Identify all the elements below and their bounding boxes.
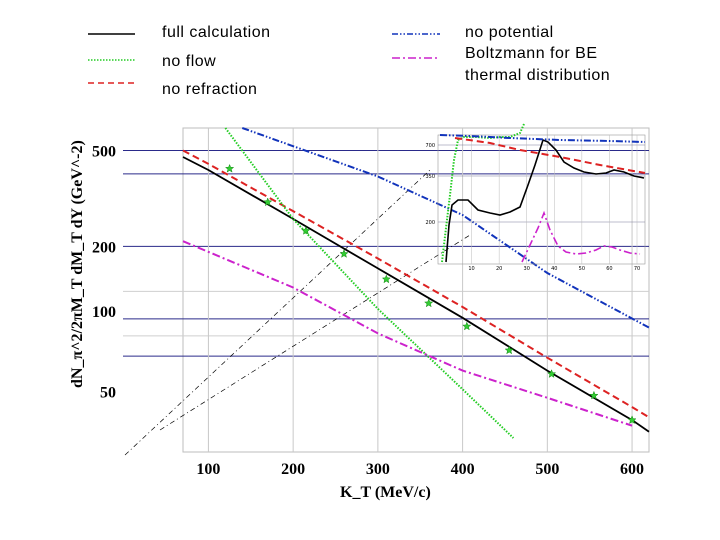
horizontal-gridlines: [123, 150, 649, 357]
inset-y-tick-label: 700: [425, 143, 435, 149]
inset-plot: 10 20 30 40 50 60 70 700 350 200: [425, 123, 646, 272]
x-tick-label: 500: [535, 461, 559, 478]
inset-y-tick-label: 350: [425, 174, 435, 180]
series-line-2: [224, 127, 515, 439]
vertical-gridlines: [207, 128, 633, 452]
x-tick-label: 400: [451, 461, 475, 478]
legend: full calculation no flow no refraction n…: [88, 24, 610, 98]
inset-curve-3: [439, 134, 646, 143]
x-tick-label: 100: [196, 461, 220, 478]
series-lines: [182, 127, 650, 439]
guide-line: [124, 169, 431, 456]
inset-x-tick-label: 70: [634, 266, 640, 272]
data-marker: [627, 415, 637, 425]
series-line-1: [182, 149, 650, 419]
axis-tick-labels: 100 200 300 400 500 600 500 200 100 50: [92, 144, 644, 478]
inset-x-tick-label: 20: [496, 266, 502, 272]
legend-label-full-calculation: full calculation: [162, 24, 271, 41]
data-marker: [589, 390, 599, 400]
inset-x-tick-label: 40: [551, 266, 557, 272]
data-marker: [224, 163, 235, 173]
legend-label-no-flow: no flow: [162, 53, 216, 70]
data-marker: [546, 369, 557, 378]
inset-x-tick-label: 30: [524, 266, 530, 272]
x-tick-label: 300: [366, 461, 390, 478]
inset-x-tick-label: 50: [579, 266, 585, 272]
series-line-3: [241, 127, 650, 329]
y-tick-label: 100: [92, 304, 116, 321]
inset-x-tick-label: 60: [606, 266, 612, 272]
x-axis-title: K_T (MeV/c): [340, 484, 431, 501]
y-tick-label: 50: [100, 384, 116, 401]
series-line-4: [182, 240, 633, 427]
data-marker: [339, 248, 349, 258]
inset-curve-0: [445, 138, 645, 263]
y-axis-title: dN_π^2/2πM_T dM_T dY (GeV^-2): [69, 140, 86, 388]
inset-curve-2: [521, 210, 641, 263]
x-tick-label: 600: [620, 461, 644, 478]
legend-label-no-potential: no potential: [465, 24, 554, 41]
inset-curve-1: [441, 123, 525, 263]
data-markers: [224, 163, 637, 425]
y-tick-label: 500: [92, 144, 116, 161]
legend-label-no-refraction: no refraction: [162, 81, 257, 98]
series-line-0: [182, 156, 650, 433]
x-tick-label: 200: [281, 461, 305, 478]
data-marker: [462, 321, 472, 331]
data-marker: [301, 225, 311, 235]
inset-curve-4: [454, 137, 646, 174]
data-marker: [424, 298, 434, 308]
inset-y-tick-label: 200: [425, 220, 435, 226]
legend-label-thermal-distribution: thermal distribution: [465, 67, 610, 84]
diagonal-guide-lines: [124, 169, 471, 456]
plot-frame: [182, 127, 650, 453]
data-marker: [263, 197, 273, 207]
guide-line: [159, 234, 471, 431]
legend-label-boltzmann: Boltzmann for BE: [465, 45, 598, 62]
inset-x-tick-label: 10: [468, 266, 474, 272]
y-tick-label: 200: [92, 239, 116, 256]
data-marker: [504, 345, 514, 355]
data-marker: [381, 274, 391, 284]
